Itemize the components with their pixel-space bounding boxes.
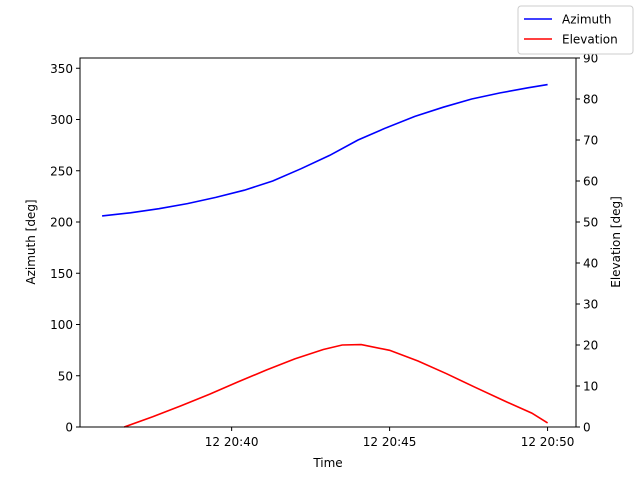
x-tick-label: 12 20:40: [205, 435, 259, 449]
y-right-tick-label: 0: [583, 421, 591, 435]
y-left-tick-label: 50: [58, 369, 73, 383]
y-axis-left-ticks: 0 50 100 150 200 250 300 350: [50, 62, 80, 435]
y-right-tick-label: 50: [583, 216, 598, 230]
y-left-tick-label: 300: [50, 113, 73, 127]
series-line-elevation: [123, 343, 549, 428]
y-axis-left-label: Azimuth [deg]: [24, 199, 38, 284]
x-tick-label: 12 20:50: [521, 435, 575, 449]
legend-elevation-label: Elevation: [562, 33, 618, 47]
y-right-tick-label: 60: [583, 175, 598, 189]
legend-azimuth-label: Azimuth: [562, 13, 611, 27]
x-axis-ticks: 12 20:40 12 20:45 12 20:50: [205, 427, 575, 449]
y-left-tick-label: 350: [50, 62, 73, 76]
y-left-tick-label: 200: [50, 216, 73, 230]
y-right-tick-label: 30: [583, 298, 598, 312]
y-axis-right-label: Elevation [deg]: [609, 196, 623, 288]
legend-box: [517, 5, 634, 55]
y-right-tick-label: 80: [583, 93, 598, 107]
y-left-tick-label: 100: [50, 318, 73, 332]
y-right-tick-label: 10: [583, 380, 598, 394]
legend: Azimuth Elevation: [517, 5, 634, 55]
plot-area-frame: [79, 57, 577, 428]
y-right-tick-label: 40: [583, 257, 598, 271]
x-axis-label: Time: [312, 456, 342, 470]
plot-lines: [102, 83, 549, 428]
y-right-tick-label: 20: [583, 339, 598, 353]
y-left-tick-label: 0: [65, 421, 73, 435]
y-left-tick-label: 150: [50, 267, 73, 281]
x-tick-label: 12 20:45: [363, 435, 417, 449]
y-right-tick-label: 70: [583, 134, 598, 148]
y-right-tick-label: 90: [583, 52, 598, 66]
series-line-azimuth: [102, 83, 548, 217]
y-left-tick-label: 250: [50, 164, 73, 178]
y-axis-right-ticks: 0 10 20 30 40 50 60 70 80 90: [576, 52, 598, 435]
